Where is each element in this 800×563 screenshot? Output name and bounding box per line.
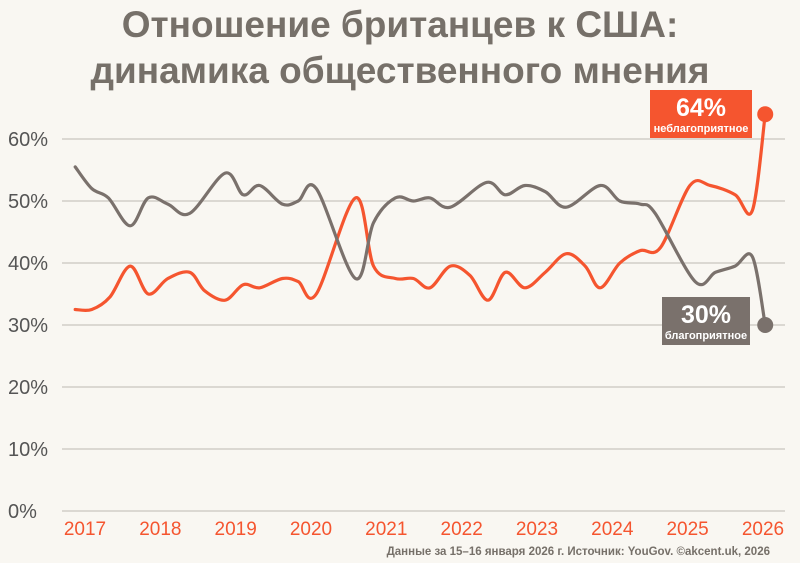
y-tick-label: 40% (8, 253, 48, 275)
y-tick-label: 60% (8, 129, 48, 151)
series-line-unfavorable (73, 112, 767, 313)
source-footnote: Данные за 15–16 января 2026 г. Источник:… (386, 546, 770, 558)
x-tick-label: 2019 (215, 519, 257, 540)
y-tick-label: 30% (8, 315, 48, 337)
x-tick-label: 2017 (64, 519, 106, 540)
y-tick-label: 0% (8, 501, 37, 523)
favorable-end-text: благоприятное (664, 330, 748, 342)
x-tick-label: 2025 (666, 519, 708, 540)
y-tick-label: 10% (8, 439, 48, 461)
series-end-point (757, 317, 774, 333)
x-tick-label: 2024 (591, 519, 634, 540)
series-end-point (757, 106, 774, 123)
x-tick-label: 2020 (290, 519, 332, 540)
title-line-1: Отношение британцев к США: (121, 4, 679, 45)
x-tick-label: 2026 (742, 519, 784, 540)
x-tick-label: 2022 (441, 519, 483, 540)
favorable-end-label: 30% благоприятное (662, 297, 750, 345)
unfavorable-end-label: 64% неблагоприятное (650, 90, 752, 138)
y-tick-label: 50% (8, 191, 48, 213)
unfavorable-end-text: неблагоприятное (653, 123, 749, 135)
y-tick-label: 20% (8, 377, 48, 399)
chart-title: Отношение британцев к США: динамика обще… (0, 2, 800, 94)
favorable-end-value: 30% (680, 301, 732, 329)
x-tick-label: 2021 (365, 519, 407, 540)
x-tick-label: 2018 (139, 519, 181, 540)
title-line-2: динамика общественного мнения (90, 50, 710, 91)
unfavorable-end-value: 64% (675, 94, 727, 122)
series-line-favorable (73, 165, 767, 327)
x-tick-label: 2023 (516, 519, 558, 540)
